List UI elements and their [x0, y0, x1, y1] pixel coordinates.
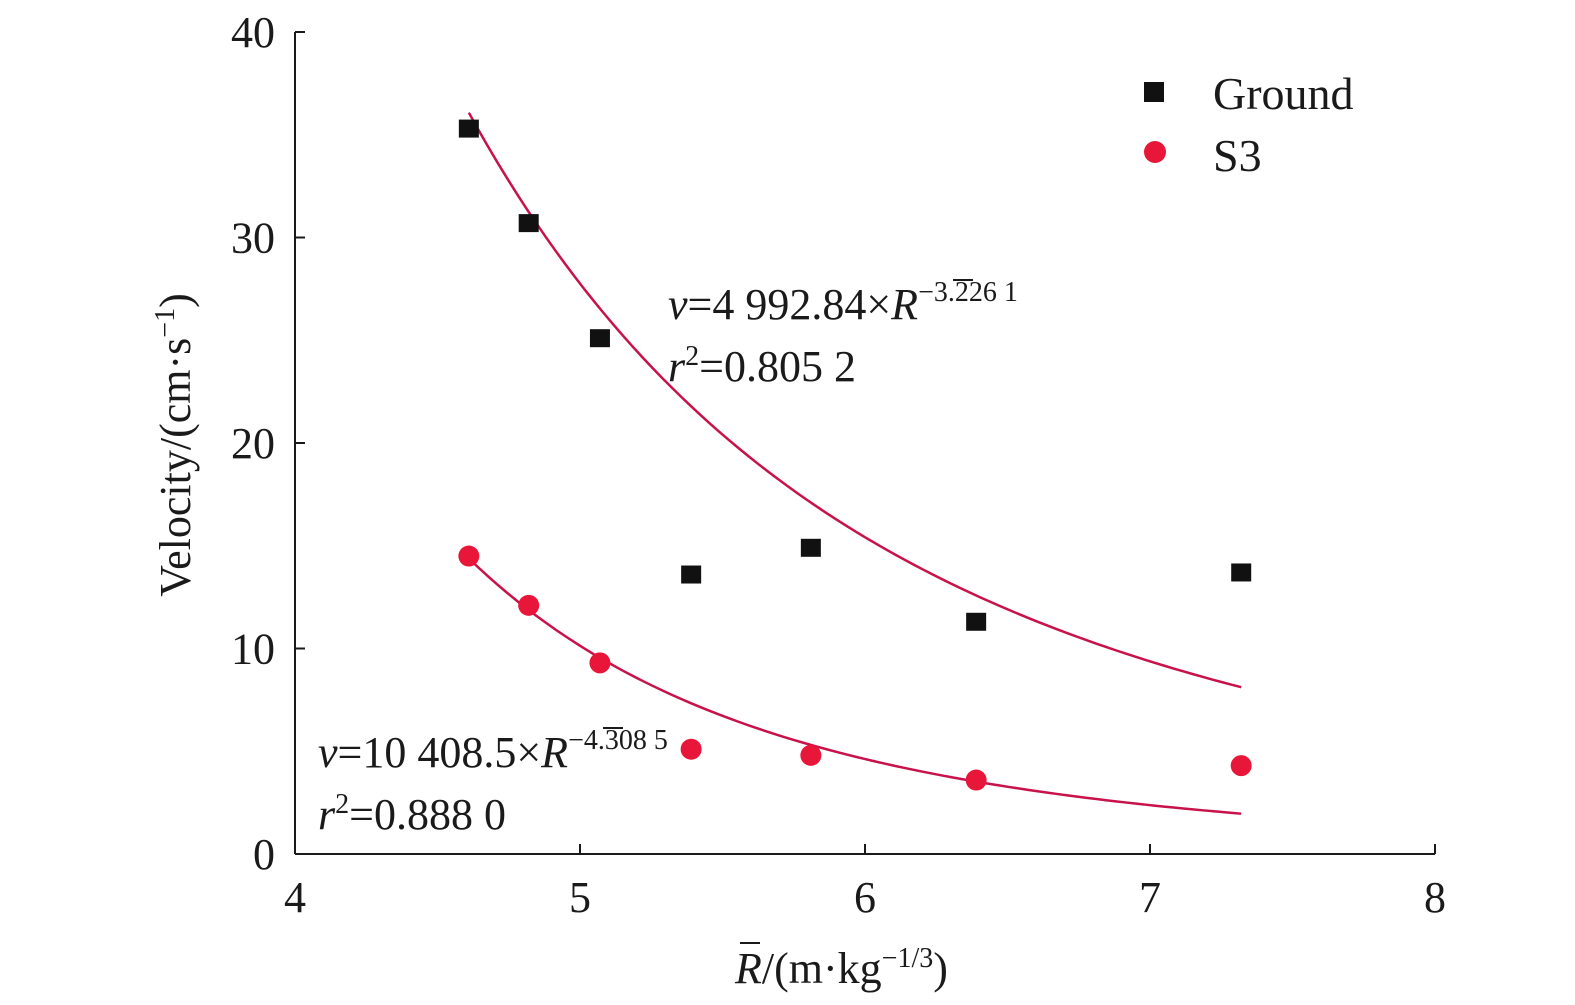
- y-tick-label: 10: [231, 625, 275, 674]
- point-s3: [458, 545, 480, 567]
- x-axis-title: R/(m·kg−1/3): [734, 942, 948, 993]
- svg-text:v=10 408.5×R−4.308 5: v=10 408.5×R−4.308 5: [318, 725, 668, 777]
- fit-curves: [467, 112, 1242, 815]
- point-s3: [965, 769, 987, 791]
- svg-text:r2=0.805 2: r2=0.805 2: [668, 341, 856, 391]
- y-tick-label: 30: [231, 214, 275, 263]
- point-s3: [1230, 755, 1252, 777]
- fit-curve-ground: [467, 112, 1242, 689]
- data-points: [458, 119, 1252, 791]
- y-tick-label: 20: [231, 419, 275, 468]
- x-tick-label: 8: [1424, 873, 1446, 922]
- annotation-ground-fit: v=4 992.84×R−3.226 1 r2=0.805 2: [668, 277, 1018, 391]
- point-ground: [458, 119, 479, 138]
- y-axis-title: Velocity/(cm·s−1): [150, 293, 200, 597]
- fit-curve-s3: [467, 557, 1242, 815]
- point-ground: [589, 329, 610, 348]
- svg-text:r2=0.888 0: r2=0.888 0: [318, 789, 506, 839]
- svg-text:R/(m·kg−1/3): R/(m·kg−1/3): [734, 943, 948, 993]
- x-axis-symbol: R: [734, 944, 762, 993]
- y-tick-label: 40: [231, 8, 275, 57]
- x-tick-label: 6: [854, 873, 876, 922]
- x-tick-label: 4: [284, 873, 306, 922]
- legend-marker-s3: [1144, 141, 1166, 163]
- point-ground: [966, 612, 987, 631]
- legend-marker-ground: [1144, 82, 1164, 102]
- point-s3: [518, 594, 540, 616]
- x-ticks: 4 5 6 7 8: [284, 844, 1446, 922]
- legend-label-s3: S3: [1213, 130, 1262, 181]
- y-tick-label: 0: [253, 830, 275, 879]
- point-s3: [800, 744, 822, 766]
- point-ground: [800, 538, 821, 557]
- y-ticks: 0 10 20 30 40: [231, 8, 305, 879]
- point-ground: [681, 565, 702, 584]
- legend: Ground S3: [1144, 68, 1354, 181]
- point-ground: [1231, 563, 1252, 582]
- svg-text:v=4 992.84×R−3.226 1: v=4 992.84×R−3.226 1: [668, 277, 1018, 329]
- point-s3: [680, 738, 702, 760]
- annotation-s3-fit: v=10 408.5×R−4.308 5 r2=0.888 0: [318, 725, 668, 839]
- legend-label-ground: Ground: [1213, 68, 1354, 119]
- x-tick-label: 5: [569, 873, 591, 922]
- point-s3: [589, 652, 611, 674]
- x-tick-label: 7: [1139, 873, 1161, 922]
- point-ground: [518, 214, 539, 233]
